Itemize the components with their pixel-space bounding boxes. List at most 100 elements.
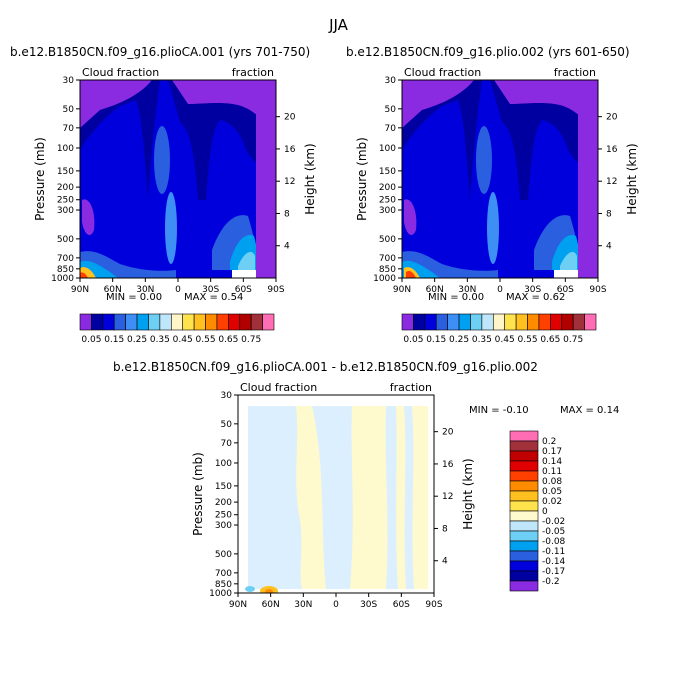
panel-2-xtick-label: 90S	[589, 285, 606, 295]
panel-diff-colorbar-swatch	[509, 460, 539, 472]
panel-2-ytick-label: 100	[379, 144, 396, 154]
panel-2-ytick-label: 250	[379, 196, 396, 206]
panel-diff-colorbar-label: 0.17	[542, 447, 562, 457]
panel-2-htick-label: 4	[606, 242, 612, 252]
panel-1-colorbar-label: 0.05	[81, 335, 101, 345]
panel-1-htick-label: 16	[284, 145, 296, 155]
panel-2-colorbar-swatch	[504, 313, 517, 331]
panel-2-ylabel2: Height (km)	[625, 143, 639, 214]
panel-diff-colorbar-label: 0	[542, 507, 548, 517]
panel-diff-xtick-label: 90S	[425, 600, 442, 610]
panel-2-colorbar-swatch	[515, 313, 528, 331]
panel-diff-ytick-label: 100	[215, 459, 232, 469]
panel-2-colorbar-swatch	[584, 313, 597, 331]
panel-diff-ylabel: Pressure (mb)	[191, 452, 205, 536]
panel-2-colorbar-swatch	[424, 313, 437, 331]
panel-2-xtick-label: 30N	[458, 285, 476, 295]
panel-1-colorbar-swatch	[79, 313, 92, 331]
panel-diff-xtick-label: 90N	[229, 600, 247, 610]
panel-2-left-label: Cloud fraction	[404, 66, 481, 79]
panel-1-colorbar-swatch	[250, 313, 263, 331]
panel-2-xtick-label: 90N	[393, 285, 411, 295]
panel-2-ylabel: Pressure (mb)	[355, 137, 369, 221]
panel-1-ylabel2: Height (km)	[303, 143, 317, 214]
panel-2-colorbar-swatch	[401, 313, 414, 331]
panel-1-ylabel: Pressure (mb)	[33, 137, 47, 221]
panel-diff-colorbar-label: 0.02	[542, 497, 562, 507]
panel-1-xtick-label: 90S	[267, 285, 284, 295]
panel-1-colorbar-swatch	[239, 313, 252, 331]
panel-2-htick-label: 12	[606, 177, 617, 187]
panel-2-colorbar-swatch	[447, 313, 460, 331]
panel-2-field	[402, 80, 598, 278]
panel-1-left-label: Cloud fraction	[82, 66, 159, 79]
panel-1-ytick-label: 500	[57, 235, 74, 245]
panel-diff-colorbar-swatch	[509, 500, 539, 512]
panel-2-xtick-label: 60S	[557, 285, 574, 295]
panel-2-right-label: fraction	[554, 66, 596, 79]
panel-diff-xtick-label: 30S	[360, 600, 377, 610]
panel-1-colorbar-label: 0.65	[218, 335, 238, 345]
panel-2-max-text: MAX = 0.62	[506, 292, 565, 303]
panel-1-colorbar-swatch	[125, 313, 138, 331]
panel-1-colorbar-swatch	[170, 313, 184, 331]
panel-diff-ytick-label: 700	[215, 569, 232, 579]
panel-1-colorbar-swatch	[113, 313, 126, 331]
panel-diff-colorbar-swatch	[509, 520, 539, 532]
panel-diff-ytick-label: 70	[221, 439, 233, 449]
panel-2-ytick-label: 700	[379, 254, 396, 264]
panel-2-ytick-label: 50	[385, 105, 397, 115]
panel-2-ytick-label: 150	[379, 167, 396, 177]
panel-2-colorbar-swatch	[572, 313, 585, 331]
panel-1-ytick-label: 850	[57, 265, 74, 275]
panel-1-xtick-label: 60N	[104, 285, 122, 295]
panel-2-htick-label: 8	[606, 209, 612, 219]
panel-1-colorbar-label: 0.55	[196, 335, 216, 345]
panel-diff-ytick-label: 50	[221, 420, 233, 430]
panel-1-xtick-label: 0	[175, 285, 181, 295]
panel-1-colorbar-swatch	[205, 313, 218, 331]
panel-diff-colorbar-label: 0.2	[542, 437, 556, 447]
panel-3-title: b.e12.B1850CN.f09_g16.plioCA.001 - b.e12…	[113, 360, 538, 374]
panel-1-htick-label: 12	[284, 177, 295, 187]
panel-diff-colorbar-swatch	[509, 580, 539, 592]
panel-diff-colorbar-label: -0.02	[542, 517, 565, 527]
panel-diff-colorbar-label: -0.14	[542, 557, 566, 567]
panel-2-colorbar-swatch	[550, 313, 563, 331]
panel-1-htick-label: 20	[284, 113, 296, 123]
panel-2-colorbar-label: 0.65	[540, 335, 560, 345]
panel-diff-ytick-label: 500	[215, 550, 232, 560]
panel-diff-ytick-label: 1000	[209, 589, 232, 599]
panel-1-title: b.e12.B1850CN.f09_g16.plioCA.001 (yrs 70…	[10, 45, 311, 59]
panel-2-colorbar-label: 0.55	[518, 335, 538, 345]
panel-diff-colorbar-swatch	[509, 570, 539, 582]
panel-1-ytick-label: 200	[57, 183, 74, 193]
panel-diff-right-label: fraction	[390, 381, 432, 394]
panel-diff-colorbar-swatch	[509, 540, 539, 552]
panel-diff-max-text: MAX = 0.14	[560, 405, 619, 416]
panel-1-ytick-label: 250	[57, 196, 74, 206]
panel-2-ytick-label: 300	[379, 206, 396, 216]
panel-2-colorbar-label: 0.05	[403, 335, 423, 345]
page-title: JJA	[329, 16, 348, 34]
panel-1-colorbar-swatch	[216, 313, 229, 331]
panel-2-colorbar-label: 0.35	[472, 335, 492, 345]
panel-diff-min-text: MIN = -0.10	[469, 405, 529, 416]
panel-diff-ytick-label: 250	[215, 511, 232, 521]
panel-diff-htick-label: 4	[442, 557, 448, 567]
panel-2-xtick-label: 60N	[426, 285, 444, 295]
panel-1-xtick-label: 60S	[235, 285, 252, 295]
panel-1-colorbar-label: 0.25	[127, 335, 147, 345]
panel-2-colorbar-swatch	[481, 313, 494, 331]
panel-2-colorbar-swatch	[538, 313, 551, 331]
panel-diff-ytick-label: 200	[215, 498, 232, 508]
panel-1-htick-label: 4	[284, 242, 290, 252]
panel-3-field	[238, 395, 434, 593]
panel-1-xtick-label: 90N	[71, 285, 89, 295]
panel-2-colorbar-swatch	[470, 313, 483, 331]
panel-diff-colorbar-label: 0.08	[542, 477, 562, 487]
panel-2-ytick-label: 70	[385, 124, 397, 134]
panel-diff-ytick-label: 850	[215, 580, 232, 590]
panel-1-htick-label: 8	[284, 209, 290, 219]
panel-1-colorbar-swatch	[262, 313, 275, 331]
